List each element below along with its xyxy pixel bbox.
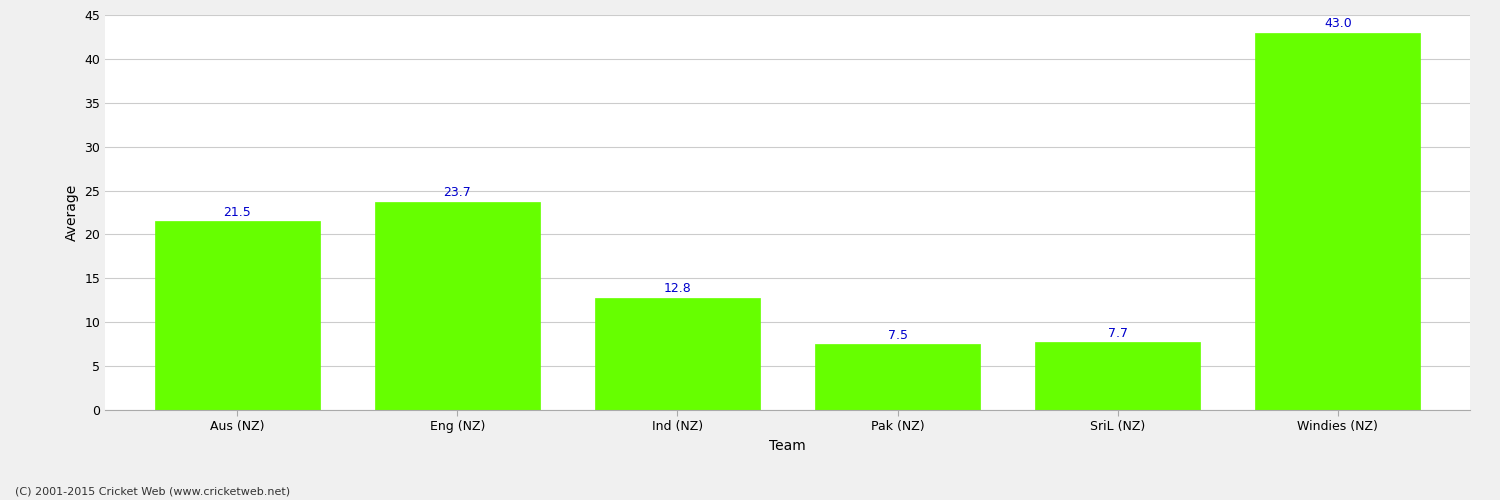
Bar [1256, 32, 1420, 410]
Text: (C) 2001-2015 Cricket Web (www.cricketweb.net): (C) 2001-2015 Cricket Web (www.cricketwe… [15, 487, 290, 497]
X-axis label: Team: Team [770, 439, 806, 453]
Bar [375, 202, 540, 410]
Text: 12.8: 12.8 [663, 282, 692, 295]
Text: 7.5: 7.5 [888, 328, 908, 342]
Text: 43.0: 43.0 [1324, 17, 1352, 30]
Bar [1035, 342, 1200, 410]
Bar [596, 298, 760, 410]
Y-axis label: Average: Average [64, 184, 78, 241]
Text: 7.7: 7.7 [1107, 327, 1128, 340]
Text: 21.5: 21.5 [224, 206, 251, 218]
Bar [154, 222, 320, 410]
Bar [815, 344, 980, 410]
Text: 23.7: 23.7 [444, 186, 471, 200]
